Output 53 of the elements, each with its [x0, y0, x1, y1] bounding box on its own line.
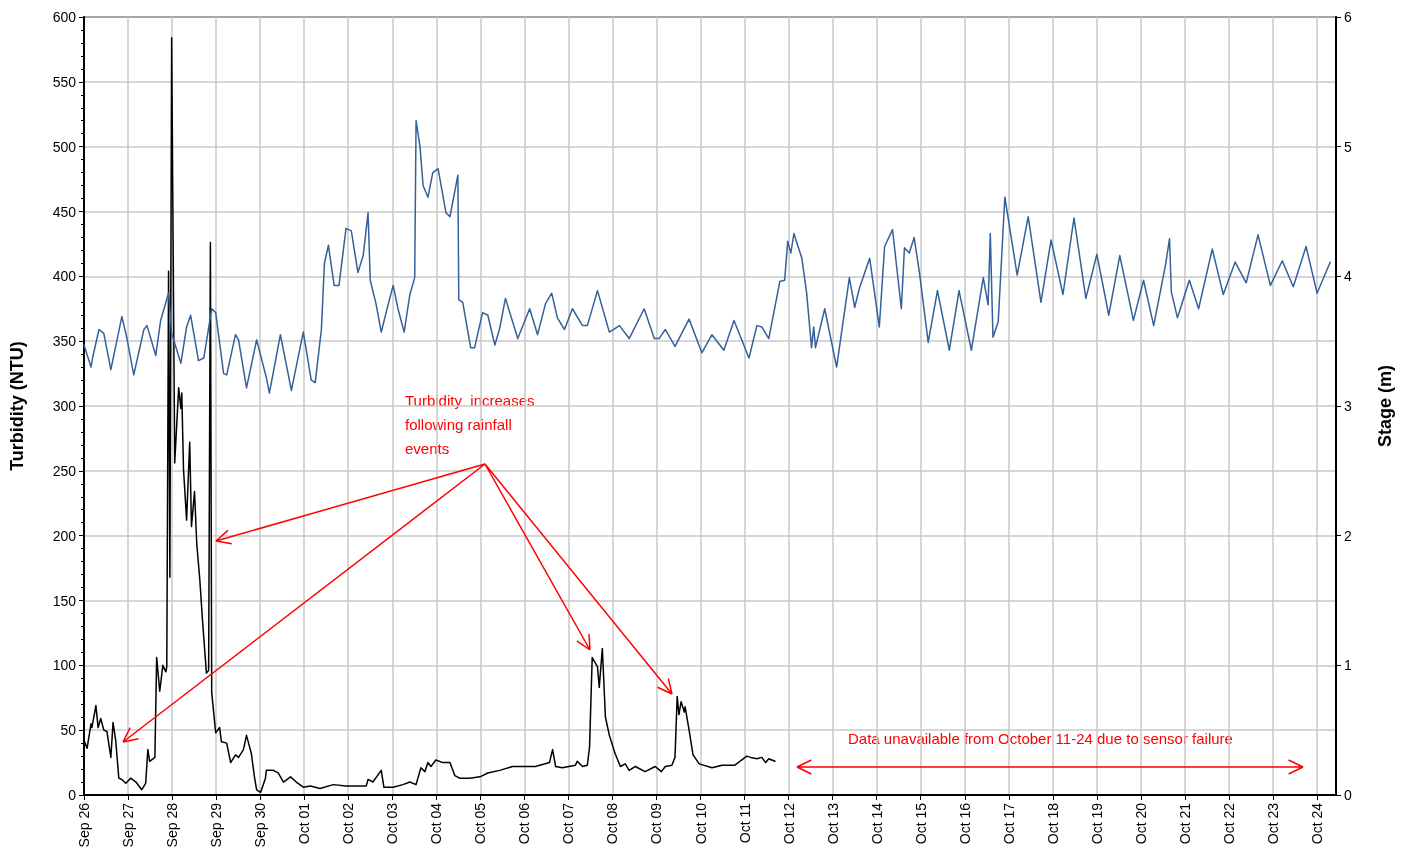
x-tick-label: Oct 22: [1220, 802, 1237, 845]
y-tick-label: 150: [52, 592, 77, 609]
x-tick-label: Sep 27: [120, 802, 137, 848]
y-tick-label: 600: [52, 9, 77, 25]
y-tick-label: 0: [68, 787, 77, 803]
y2-tick-label: 0: [1344, 787, 1352, 803]
annotation: Data unavailable from October 11-24 due to sensor failure: [848, 730, 1233, 747]
x-tick-label: Oct 02: [340, 802, 357, 845]
y2-axis-title: Stage (m): [1375, 364, 1395, 448]
y-tick-label: 400: [52, 268, 77, 285]
y-tick-label: 50: [60, 722, 77, 739]
y-axis-title: Turbidity (NTU): [7, 341, 27, 471]
x-tick-label: Oct 17: [1000, 802, 1017, 845]
x-tick-label: Oct 03: [384, 802, 401, 845]
y-tick-label: 350: [52, 333, 77, 350]
x-tick-label: Oct 16: [956, 802, 973, 845]
x-tick-label: Oct 08: [604, 802, 621, 845]
y-tick-label: 300: [52, 398, 77, 414]
x-tick-label: Sep 30: [252, 802, 269, 848]
y-tick-label: 200: [52, 527, 77, 544]
x-tick-label: Oct 19: [1088, 802, 1105, 845]
x-tick-label: Oct 18: [1044, 802, 1061, 845]
y2-tick-label: 2: [1344, 527, 1352, 544]
x-tick-label: Oct 11: [736, 802, 753, 844]
x-tick-label: Oct 07: [560, 802, 577, 845]
x-tick-label: Sep 29: [208, 802, 225, 848]
annotation: Turbidity increases following rainfall events: [405, 391, 539, 457]
x-tick-label: Oct 01: [296, 802, 313, 845]
x-tick-label: Oct 04: [428, 802, 445, 845]
x-tick-label: Sep 26: [76, 802, 92, 848]
y2-tick-label: 6: [1344, 9, 1352, 25]
x-tick-label: Sep 28: [164, 802, 181, 848]
y2-tick-label: 5: [1344, 138, 1352, 155]
y-tick-label: 250: [52, 462, 77, 479]
y2-tick-label: 1: [1344, 657, 1352, 674]
x-tick-label: Oct 06: [516, 802, 533, 845]
x-tick-label: Oct 09: [648, 802, 665, 845]
y-tick-label: 550: [52, 73, 77, 90]
x-tick-label: Oct 23: [1265, 802, 1282, 845]
x-tick-label: Oct 12: [780, 802, 797, 845]
y-tick-label: 100: [52, 657, 77, 674]
x-tick-label: Oct 05: [472, 802, 489, 845]
x-tick-label: Oct 15: [912, 802, 929, 845]
y2-tick-label: 4: [1344, 268, 1352, 285]
y-tick-label: 450: [52, 203, 77, 220]
x-tick-label: Oct 24: [1309, 802, 1326, 845]
x-tick-label: Oct 13: [824, 802, 841, 845]
x-tick-label: Oct 14: [868, 802, 885, 845]
x-tick-label: Oct 20: [1132, 802, 1149, 845]
x-tick-label: Oct 21: [1176, 802, 1193, 845]
x-tick-label: Oct 10: [692, 802, 709, 845]
y2-tick-label: 3: [1344, 398, 1352, 414]
y-tick-label: 500: [52, 138, 77, 155]
